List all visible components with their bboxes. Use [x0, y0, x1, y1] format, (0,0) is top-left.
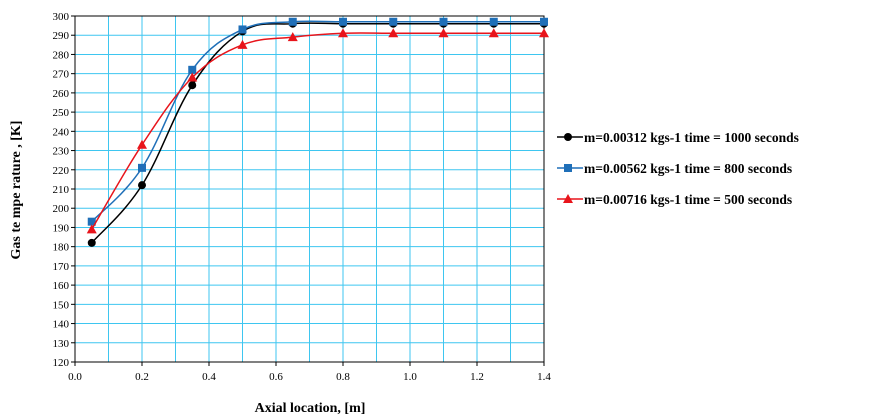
- y-axis-label: Gas te mpe rature , [K]: [9, 121, 24, 260]
- data-point: [86, 224, 97, 234]
- y-tick-label: 120: [53, 357, 70, 369]
- data-point: [539, 28, 549, 38]
- y-tick-label: 300: [53, 11, 70, 23]
- legend-item: m=0.00562 kgs-1 time = 800 seconds: [557, 161, 792, 176]
- x-tick-label: 0.2: [135, 371, 149, 383]
- data-point: [138, 181, 146, 190]
- legend-item: m=0.00312 kgs-1 time = 1000 seconds: [557, 130, 799, 145]
- legend-label: m=0.00312 kgs-1 time = 1000 seconds: [584, 130, 799, 145]
- y-tick-label: 260: [53, 88, 70, 100]
- data-point: [138, 163, 146, 172]
- y-tick-label: 170: [53, 261, 70, 273]
- data-point: [87, 238, 96, 247]
- y-tick-label: 280: [53, 49, 70, 61]
- x-tick-label: 1.2: [470, 371, 484, 383]
- data-point: [137, 139, 147, 149]
- legend: m=0.00312 kgs-1 time = 1000 seconds m=0.0…: [557, 130, 799, 207]
- data-point: [87, 217, 96, 226]
- x-tick-label: 0.0: [68, 371, 82, 383]
- grid: [74, 15, 545, 363]
- y-tick-label: 230: [53, 146, 70, 158]
- data-point: [389, 17, 398, 26]
- legend-label: m=0.00716 kgs-1 time = 500 seconds: [584, 192, 792, 207]
- legend-item: m=0.00716 kgs-1 time = 500 seconds: [557, 192, 792, 207]
- legend-marker: [564, 164, 572, 172]
- y-tick-label: 250: [53, 107, 70, 119]
- series-line: [91, 32, 544, 230]
- series-3: [86, 28, 549, 234]
- y-tick-label: 180: [53, 242, 70, 254]
- y-tick-label: 140: [53, 319, 70, 331]
- data-point: [438, 28, 449, 38]
- data-point: [237, 39, 248, 49]
- data-point: [388, 28, 399, 38]
- x-tick-label: 1.4: [537, 371, 551, 383]
- series-1: [87, 19, 548, 247]
- x-axis-ticks: 0.0 0.2 0.4 0.6 0.8 1.0 1.2 1.4: [68, 362, 551, 383]
- legend-label: m=0.00562 kgs-1 time = 800 seconds: [584, 161, 792, 176]
- y-tick-label: 150: [53, 299, 70, 311]
- data-point: [489, 17, 498, 26]
- y-axis-ticks: 120 130 140 150 160 170 180 190 200 210 220 230 240 2…: [53, 11, 75, 369]
- x-axis-label: Axial location, [m]: [255, 401, 366, 416]
- data-point: [188, 81, 197, 90]
- y-tick-label: 200: [53, 203, 70, 215]
- data-point: [287, 32, 298, 42]
- y-tick-label: 270: [53, 69, 70, 81]
- data-point: [338, 28, 348, 38]
- y-tick-label: 220: [53, 165, 70, 177]
- data-point: [540, 17, 548, 26]
- y-tick-label: 190: [53, 222, 70, 234]
- legend-marker: [563, 194, 573, 203]
- x-tick-label: 1.0: [403, 371, 417, 383]
- series-line: [91, 20, 544, 223]
- data-point: [187, 72, 198, 82]
- legend-marker: [564, 133, 572, 141]
- y-tick-label: 290: [53, 30, 70, 42]
- series-lines: [86, 17, 549, 247]
- data-point: [488, 28, 499, 38]
- data-point: [238, 25, 247, 34]
- data-point: [188, 65, 197, 74]
- data-point: [339, 17, 347, 26]
- series-line: [91, 22, 544, 244]
- data-point: [439, 17, 448, 26]
- y-tick-label: 240: [53, 126, 70, 138]
- data-point: [288, 17, 297, 26]
- y-tick-label: 160: [53, 280, 70, 292]
- x-tick-label: 0.4: [202, 371, 216, 383]
- x-tick-label: 0.6: [269, 371, 283, 383]
- series-2: [87, 17, 548, 226]
- y-tick-label: 130: [53, 338, 70, 350]
- x-tick-label: 0.8: [336, 371, 350, 383]
- y-tick-label: 210: [53, 184, 70, 196]
